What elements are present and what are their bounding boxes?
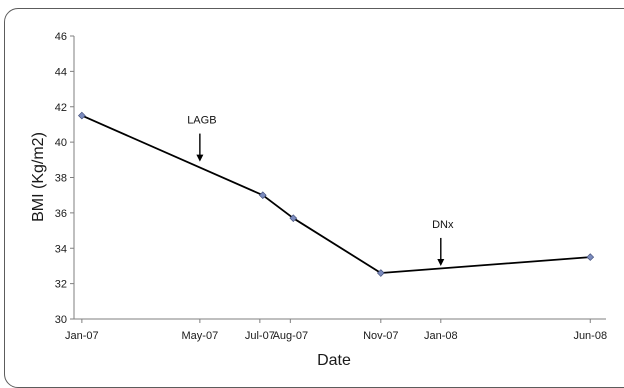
y-axis-title: BMI (Kg/m2) [30,132,47,222]
ticks: 30 32 34 36 38 40 42 44 46 Jan-07 May-07 Jul-07Aug-… [55,31,607,342]
annotations: LAGB DNx [187,115,454,266]
annotation-label: LAGB [187,115,216,127]
data-point-marker [289,214,298,223]
y-tick-label: 38 [55,173,67,185]
x-tick-label: Jan-07 [65,330,99,342]
y-tick-label: 32 [55,279,67,291]
x-tick-label: May-07 [182,330,219,342]
x-tick-label: Nov-07 [363,330,398,342]
x-axis-title: Date [317,352,351,368]
x-tick-label: Jun-08 [573,330,607,342]
bmi-line-chart: 30 32 34 36 38 40 42 44 46 Jan-07 May-07 Jul-07Aug-… [30,31,607,368]
y-tick-label: 46 [55,31,67,43]
y-tick-label: 40 [55,137,67,149]
annotation-arrow-head [196,154,204,162]
series-line [81,114,591,274]
data-point-marker [376,269,385,277]
y-tick-label: 30 [55,314,67,326]
y-tick-label: 36 [55,208,67,220]
data-point-marker [258,191,267,200]
annotation-label: DNx [432,219,454,231]
x-tick-label: Jul-07 [245,330,275,342]
y-tick-label: 44 [55,66,67,78]
annotation-arrow-head [437,258,445,266]
y-tick-label: 34 [55,243,67,255]
x-tick-label: Aug-07 [273,330,308,342]
data-point-marker [78,111,86,120]
series [78,111,595,277]
x-tick-label: Jan-08 [424,330,458,342]
y-tick-label: 42 [55,102,67,114]
data-point-marker [586,253,595,261]
axes [73,36,606,320]
